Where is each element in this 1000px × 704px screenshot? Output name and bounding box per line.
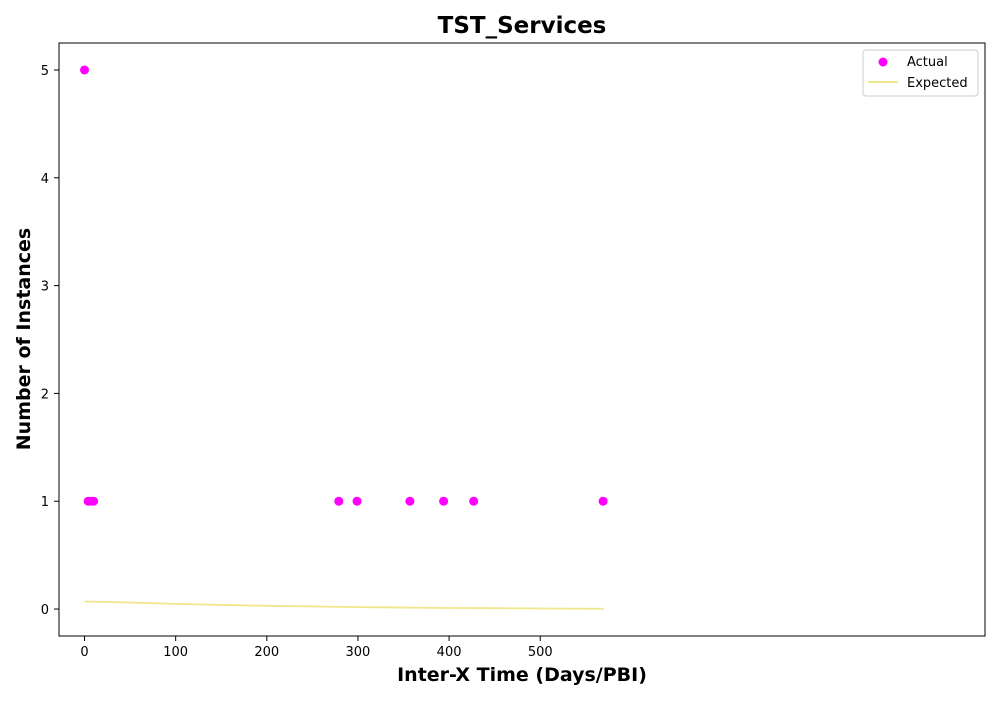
plot-area [58, 42, 986, 637]
y-tick-label: 4 [41, 172, 49, 187]
x-tick-label: 200 [254, 645, 279, 660]
actual-point [405, 496, 415, 506]
legend-label-expected: Expected [907, 76, 968, 91]
x-tick-label: 0 [80, 645, 88, 660]
y-tick-label: 3 [41, 280, 49, 295]
expected-line [84, 600, 605, 610]
x-tick-label: 500 [528, 645, 553, 660]
actual-point [352, 496, 362, 506]
actual-point [598, 496, 608, 506]
series-layer [80, 65, 608, 610]
actual-point [89, 496, 99, 506]
chart-title: TST_Services [438, 13, 607, 39]
legend: Actual Expected [862, 49, 979, 97]
actual-point [439, 496, 449, 506]
legend-marker-actual [878, 57, 888, 67]
x-tick-label: 400 [437, 645, 462, 660]
y-tick-label: 0 [41, 603, 49, 618]
x-tick-label: 300 [346, 645, 371, 660]
actual-point [334, 496, 344, 506]
y-tick-label: 2 [41, 387, 49, 402]
actual-point [80, 65, 90, 75]
y-axis-label: Number of Instances [13, 228, 35, 450]
x-axis-label: Inter-X Time (Days/PBI) [397, 664, 647, 686]
x-tick-label: 100 [163, 645, 188, 660]
y-tick-label: 1 [41, 495, 49, 510]
actual-point [469, 496, 479, 506]
legend-box [862, 49, 979, 97]
y-axis-ticks: 0 1 2 3 4 5 [41, 64, 59, 618]
legend-label-actual: Actual [907, 55, 948, 70]
y-tick-label: 5 [41, 64, 49, 79]
x-axis-ticks: 0 100 200 300 400 500 [80, 636, 553, 660]
